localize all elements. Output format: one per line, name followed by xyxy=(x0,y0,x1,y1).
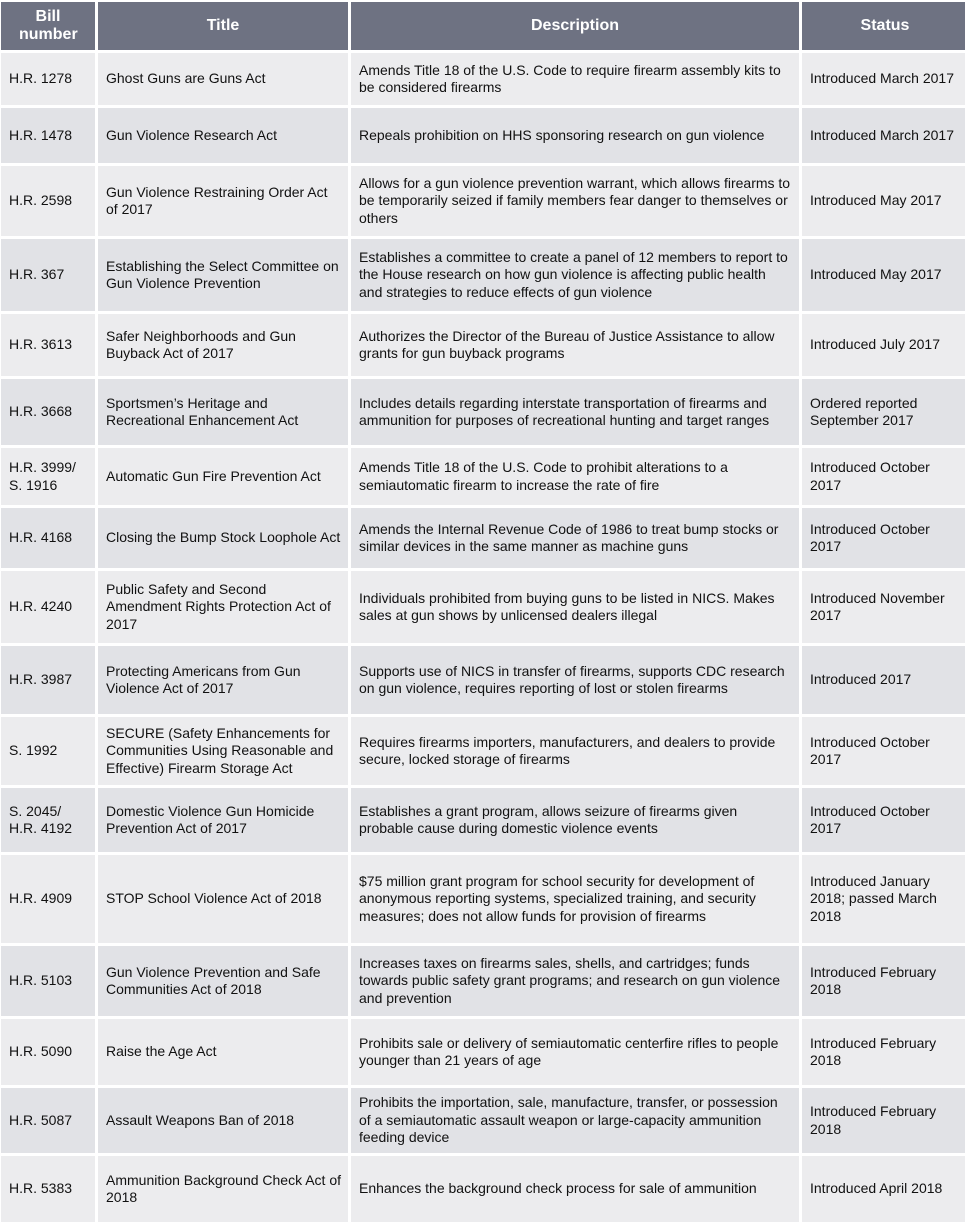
cell-bill: H.R. 3987 xyxy=(1,646,95,714)
cell-status: Introduced May 2017 xyxy=(802,239,965,311)
cell-description: Increases taxes on firearms sales, shell… xyxy=(351,946,799,1016)
cell-status: Ordered reported September 2017 xyxy=(802,379,965,445)
cell-bill: H.R. 1478 xyxy=(1,108,95,163)
cell-title: Protecting Americans from Gun Violence A… xyxy=(98,646,348,714)
cell-title: Safer Neighborhoods and Gun Buyback Act … xyxy=(98,314,348,376)
header-status: Status xyxy=(802,2,965,50)
table-row: H.R. 5103 Gun Violence Prevention and Saf… xyxy=(1,946,965,1016)
cell-bill: S. 2045/ H.R. 4192 xyxy=(1,788,95,852)
cell-status: Introduced November 2017 xyxy=(802,571,965,643)
cell-title: Closing the Bump Stock Loophole Act xyxy=(98,508,348,568)
cell-description: Repeals prohibition on HHS sponsoring re… xyxy=(351,108,799,163)
cell-bill: H.R. 5090 xyxy=(1,1019,95,1085)
cell-description: Amends the Internal Revenue Code of 1986… xyxy=(351,508,799,568)
cell-title: Ammunition Background Check Act of 2018 xyxy=(98,1156,348,1222)
cell-title: Domestic Violence Gun Homicide Preventio… xyxy=(98,788,348,852)
cell-status: Introduced February 2018 xyxy=(802,946,965,1016)
cell-description: $75 million grant program for school sec… xyxy=(351,855,799,943)
cell-description: Prohibits the importation, sale, manufac… xyxy=(351,1088,799,1153)
cell-bill: H.R. 5087 xyxy=(1,1088,95,1153)
cell-description: Allows for a gun violence prevention war… xyxy=(351,166,799,236)
cell-description: Prohibits sale or delivery of semiautoma… xyxy=(351,1019,799,1085)
cell-title: STOP School Violence Act of 2018 xyxy=(98,855,348,943)
header-row: Bill number Title Description Status xyxy=(1,2,965,50)
table-row: H.R. 4168 Closing the Bump Stock Loophole… xyxy=(1,508,965,568)
table-row: H.R. 3987 Protecting Americans from Gun V… xyxy=(1,646,965,714)
table-row: H.R. 3613 Safer Neighborhoods and Gun Buy… xyxy=(1,314,965,376)
table-row: H.R. 5090 Raise the Age Act Prohibits sale… xyxy=(1,1019,965,1085)
cell-status: Introduced October 2017 xyxy=(802,508,965,568)
cell-bill: H.R. 5103 xyxy=(1,946,95,1016)
header-description: Description xyxy=(351,2,799,50)
cell-title: Ghost Guns are Guns Act xyxy=(98,53,348,105)
cell-description: Individuals prohibited from buying guns … xyxy=(351,571,799,643)
cell-description: Establishes a committee to create a pane… xyxy=(351,239,799,311)
cell-bill: S. 1992 xyxy=(1,717,95,785)
cell-description: Enhances the background check process fo… xyxy=(351,1156,799,1222)
cell-bill: H.R. 2598 xyxy=(1,166,95,236)
cell-title: Establishing the Select Committee on Gun… xyxy=(98,239,348,311)
table-row: H.R. 3668 Sportsmen’s Heritage and Recrea… xyxy=(1,379,965,445)
cell-title: SECURE (Safety Enhancements for Communit… xyxy=(98,717,348,785)
table-row: H.R. 367 Establishing the Select Committe… xyxy=(1,239,965,311)
cell-title: Public Safety and Second Amendment Right… xyxy=(98,571,348,643)
cell-status: Introduced April 2018 xyxy=(802,1156,965,1222)
table-row: H.R. 4909 STOP School Violence Act of 201… xyxy=(1,855,965,943)
cell-status: Introduced January 2018; passed March 20… xyxy=(802,855,965,943)
cell-title: Gun Violence Prevention and Safe Communi… xyxy=(98,946,348,1016)
table-row: S. 2045/ H.R. 4192 Domestic Violence Gun … xyxy=(1,788,965,852)
cell-status: Introduced October 2017 xyxy=(802,788,965,852)
cell-description: Establishes a grant program, allows seiz… xyxy=(351,788,799,852)
cell-bill: H.R. 3999/ S. 1916 xyxy=(1,448,95,505)
cell-description: Requires firearms importers, manufacture… xyxy=(351,717,799,785)
cell-title: Assault Weapons Ban of 2018 xyxy=(98,1088,348,1153)
table-row: H.R. 5087 Assault Weapons Ban of 2018 Proh… xyxy=(1,1088,965,1153)
cell-title: Gun Violence Research Act xyxy=(98,108,348,163)
cell-bill: H.R. 3613 xyxy=(1,314,95,376)
cell-title: Automatic Gun Fire Prevention Act xyxy=(98,448,348,505)
cell-description: Includes details regarding interstate tr… xyxy=(351,379,799,445)
table-row: H.R. 1278 Ghost Guns are Guns Act Amends T… xyxy=(1,53,965,105)
cell-status: Introduced February 2018 xyxy=(802,1019,965,1085)
cell-status: Introduced February 2018 xyxy=(802,1088,965,1153)
cell-bill: H.R. 4240 xyxy=(1,571,95,643)
cell-status: Introduced 2017 xyxy=(802,646,965,714)
cell-status: Introduced March 2017 xyxy=(802,108,965,163)
cell-title: Raise the Age Act xyxy=(98,1019,348,1085)
cell-bill: H.R. 4909 xyxy=(1,855,95,943)
cell-status: Introduced October 2017 xyxy=(802,448,965,505)
table-row: S. 1992 SECURE (Safety Enhancements for C… xyxy=(1,717,965,785)
cell-bill: H.R. 3668 xyxy=(1,379,95,445)
cell-description: Supports use of NICS in transfer of fire… xyxy=(351,646,799,714)
cell-description: Authorizes the Director of the Bureau of… xyxy=(351,314,799,376)
cell-title: Sportsmen’s Heritage and Recreational En… xyxy=(98,379,348,445)
cell-bill: H.R. 367 xyxy=(1,239,95,311)
cell-bill: H.R. 4168 xyxy=(1,508,95,568)
table-row: H.R. 3999/ S. 1916 Automatic Gun Fire Pre… xyxy=(1,448,965,505)
cell-bill: H.R. 1278 xyxy=(1,53,95,105)
cell-bill: H.R. 5383 xyxy=(1,1156,95,1222)
cell-status: Introduced May 2017 xyxy=(802,166,965,236)
cell-status: Introduced March 2017 xyxy=(802,53,965,105)
header-title: Title xyxy=(98,2,348,50)
cell-status: Introduced October 2017 xyxy=(802,717,965,785)
table-row: H.R. 4240 Public Safety and Second Amendm… xyxy=(1,571,965,643)
cell-description: Amends Title 18 of the U.S. Code to requ… xyxy=(351,53,799,105)
cell-description: Amends Title 18 of the U.S. Code to proh… xyxy=(351,448,799,505)
header-bill-number: Bill number xyxy=(1,2,95,50)
cell-title: Gun Violence Restraining Order Act of 20… xyxy=(98,166,348,236)
table-row: H.R. 1478 Gun Violence Research Act Repeal… xyxy=(1,108,965,163)
cell-status: Introduced July 2017 xyxy=(802,314,965,376)
table-row: H.R. 5383 Ammunition Background Check Act… xyxy=(1,1156,965,1222)
table-row: H.R. 2598 Gun Violence Restraining Order … xyxy=(1,166,965,236)
